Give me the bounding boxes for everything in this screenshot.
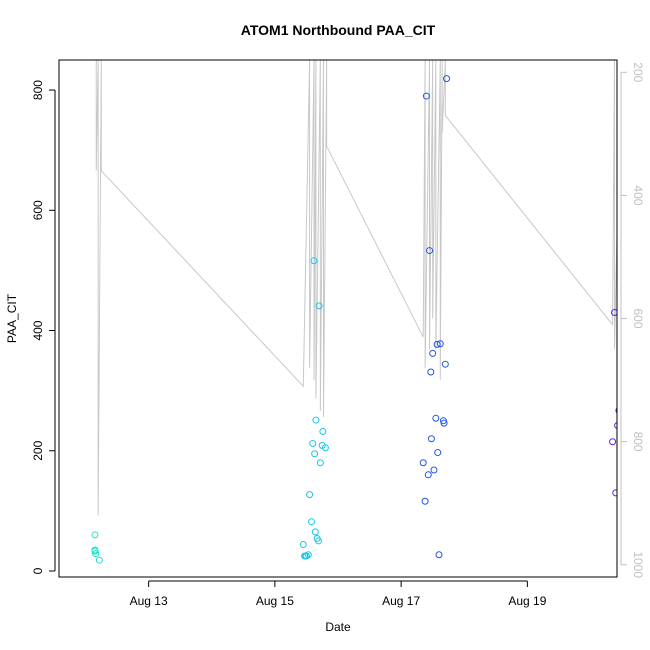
scatter-series-1 [91, 531, 103, 564]
data-point [419, 459, 427, 467]
scatter-series-2 [299, 257, 329, 560]
data-point [627, 397, 633, 403]
data-point [304, 551, 312, 559]
y2-tick-label: 200 [631, 62, 645, 82]
data-point [422, 92, 430, 100]
data-point [424, 471, 432, 479]
x-axis: Aug 13 Aug 15 Aug 17 Aug 19 [130, 580, 547, 608]
y-axis-label: PAA_CIT [5, 293, 19, 343]
scatter-series-4 [609, 246, 644, 547]
data-point [436, 340, 444, 348]
data-point [92, 550, 100, 558]
data-point [312, 416, 320, 424]
data-point [440, 419, 448, 427]
data-point [625, 425, 631, 431]
data-point [614, 422, 617, 429]
data-point [311, 528, 319, 536]
y-tick-label: 800 [31, 80, 45, 100]
data-point [432, 414, 440, 422]
data-point [434, 449, 442, 457]
data-point [302, 552, 310, 560]
data-point [310, 257, 318, 265]
y2-tick-label: 1000 [631, 551, 645, 578]
data-point [311, 450, 319, 458]
data-point [624, 376, 630, 382]
data-point [316, 459, 324, 467]
data-point [609, 438, 617, 446]
secondary-line-layer [95, 60, 617, 516]
data-point [433, 340, 441, 348]
secondary-series-line [95, 60, 617, 516]
data-point [314, 537, 322, 545]
y-tick-label: 0 [31, 567, 45, 574]
chart-title: ATOM1 Northbound PAA_CIT [241, 22, 436, 38]
y-tick-label: 600 [31, 200, 45, 220]
data-point [638, 249, 644, 255]
data-point [321, 444, 329, 452]
data-point [309, 440, 317, 448]
data-point [307, 518, 315, 526]
data-point [426, 247, 434, 255]
scatter-points-layer [91, 75, 644, 564]
data-point [610, 308, 617, 316]
data-point [95, 556, 103, 564]
data-point [441, 360, 449, 368]
data-point [427, 435, 435, 443]
data-point [427, 368, 435, 376]
data-point [435, 551, 443, 559]
data-point [430, 466, 438, 474]
data-point [319, 428, 327, 436]
data-point [315, 302, 323, 310]
axes-layer: Aug 13 Aug 15 Aug 17 Aug 190200400600800200… [31, 62, 645, 608]
data-point [306, 491, 314, 499]
y2-tick-label: 800 [631, 432, 645, 452]
y-tick-label: 200 [31, 440, 45, 460]
data-point [629, 246, 635, 252]
x-tick-label: Aug 15 [256, 594, 294, 608]
data-point [299, 541, 307, 549]
data-point [91, 531, 99, 539]
x-axis-label: Date [325, 620, 351, 634]
data-point [633, 541, 639, 547]
x-tick-label: Aug 17 [382, 594, 420, 608]
x-tick-label: Aug 13 [130, 594, 168, 608]
data-point [619, 463, 625, 469]
y-tick-label: 400 [31, 320, 45, 340]
y2-tick-label: 400 [631, 185, 645, 205]
data-point [615, 407, 617, 414]
data-point [627, 374, 633, 380]
data-point [612, 489, 617, 497]
data-point [421, 497, 429, 505]
y-axis: 0 200 400 600 800 [31, 80, 56, 574]
data-point [632, 373, 638, 379]
data-point [622, 332, 628, 338]
data-point [429, 349, 437, 357]
data-point [443, 75, 451, 83]
y2-axis: 200 400 600 800 1000 [620, 62, 645, 578]
y2-tick-label: 600 [631, 308, 645, 328]
data-point [630, 511, 636, 517]
scatter-series-3 [419, 75, 451, 559]
x-tick-label: Aug 19 [508, 594, 546, 608]
plot-frame [58, 59, 618, 578]
